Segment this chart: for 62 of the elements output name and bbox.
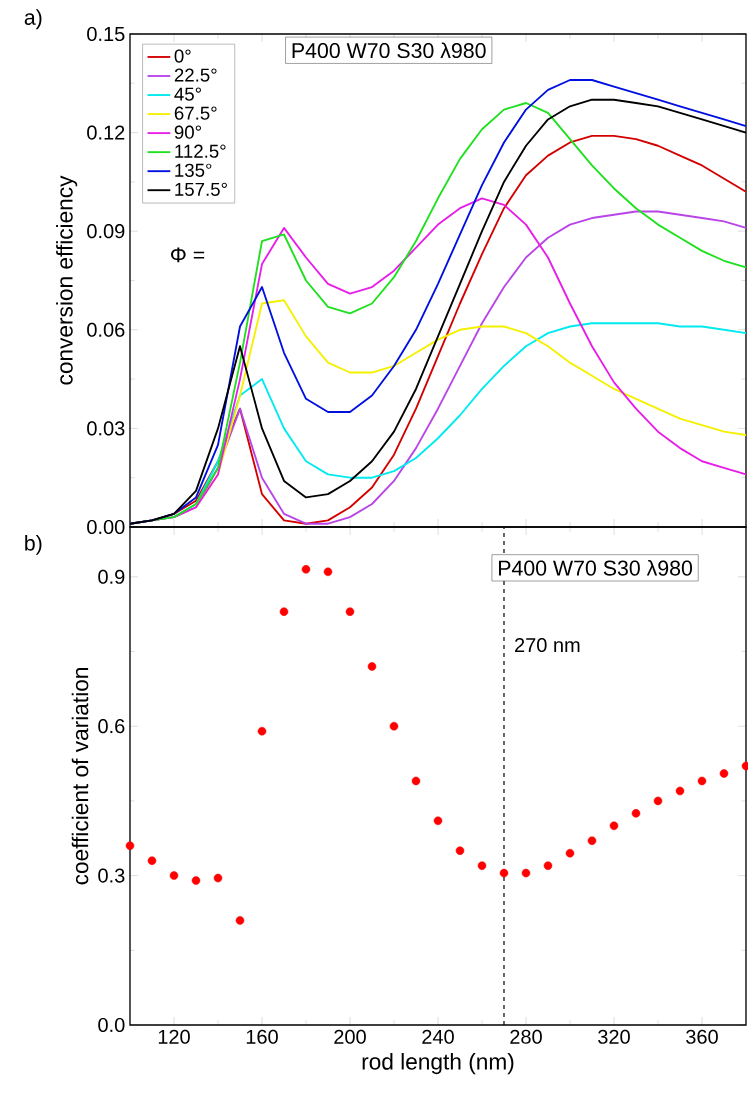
y-axis-title: conversion efficiency [56, 175, 78, 385]
text: a) [24, 9, 42, 30]
point [521, 868, 531, 878]
point [565, 848, 575, 858]
point [169, 871, 179, 880]
point [653, 796, 663, 806]
legend-label: 112.5° [175, 144, 226, 158]
legend-label: 45° [174, 87, 201, 101]
x-tick-label: 320 [598, 1029, 630, 1044]
x-axis-title: rod length (nm) [362, 1053, 514, 1075]
point [235, 916, 245, 925]
y-tick-label: 0.15 [87, 26, 125, 42]
point [411, 776, 421, 786]
y-tick-label: 0.09 [87, 224, 125, 239]
point [609, 821, 619, 831]
legend-label: 0° [174, 49, 191, 63]
point [543, 861, 553, 870]
x-tick-label: 240 [422, 1029, 454, 1044]
point [697, 776, 707, 786]
x-tick-label: 160 [246, 1029, 278, 1044]
y-tick-label: 0.0 [98, 1017, 125, 1033]
y-axis-title: coefficient of variation [71, 668, 89, 885]
point [301, 565, 311, 574]
annotation: P400 W70 S30 λ980 [498, 560, 693, 576]
y-tick-label: 0.00 [87, 519, 125, 535]
y-tick-label: 0.3 [98, 868, 125, 883]
point [675, 786, 685, 796]
x-tick-label: 280 [510, 1029, 542, 1044]
legend-label: 135° [175, 163, 212, 177]
point [719, 769, 729, 778]
y-tick-label: 0.12 [87, 125, 125, 140]
legend-label: 22.5° [174, 68, 217, 82]
point [323, 567, 333, 577]
point [631, 809, 641, 818]
x-tick-label: 360 [686, 1029, 718, 1044]
y-tick-label: 0.9 [98, 569, 125, 584]
y-tick-label: 0.6 [98, 719, 125, 734]
legend-label: 157.5° [175, 182, 227, 196]
point [147, 856, 157, 865]
point [389, 721, 399, 731]
legend-label: 90° [174, 125, 201, 139]
x-tick-label: 200 [334, 1029, 366, 1044]
annotation: Φ = [171, 247, 205, 263]
point [499, 868, 509, 878]
point [257, 726, 267, 736]
point [477, 861, 487, 870]
ref-line-label: 270 nm [515, 637, 580, 653]
y-tick-label: 0.03 [87, 421, 125, 436]
text: b) [25, 534, 42, 555]
point [125, 841, 135, 850]
point [191, 876, 201, 885]
annotation: P400 W70 S30 λ980 [292, 42, 486, 59]
point [367, 662, 377, 671]
legend-label: 67.5° [174, 106, 217, 120]
x-tick-label: 120 [158, 1029, 190, 1044]
y-tick-label: 0.06 [87, 322, 125, 337]
point [433, 816, 443, 826]
point [455, 846, 465, 855]
point [279, 607, 289, 616]
point [587, 836, 597, 845]
point [345, 607, 355, 616]
point [213, 873, 223, 883]
